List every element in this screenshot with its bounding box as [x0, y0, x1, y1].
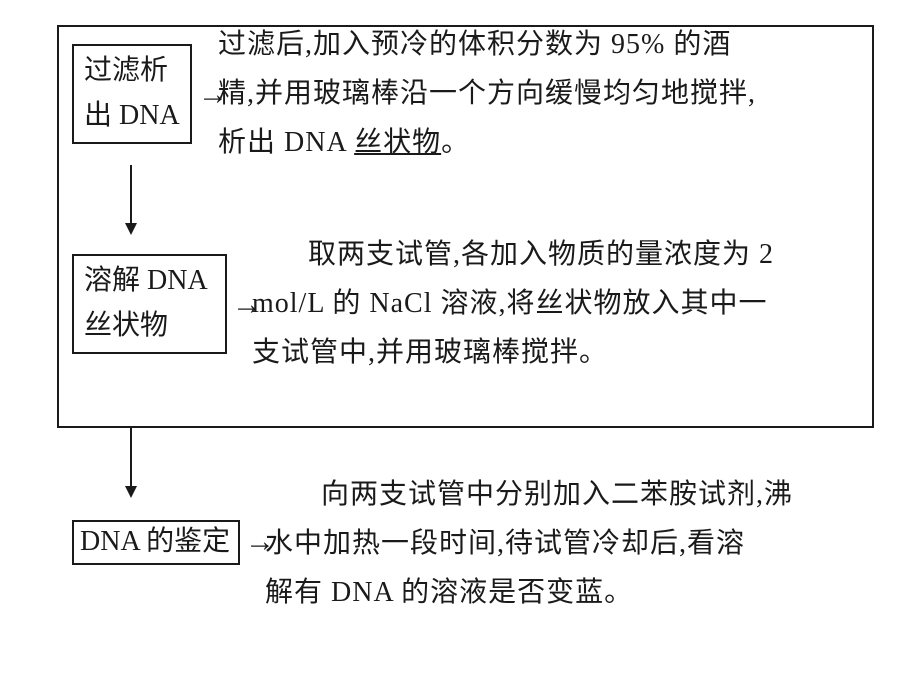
- step1-label-l2: 出 DNA: [84, 100, 180, 131]
- step3-box: DNA 的鉴定: [72, 520, 240, 565]
- step1-desc-l3-u: 丝状物: [354, 127, 441, 158]
- step1-desc-l2: 精,并用玻璃棒沿一个方向缓慢均匀地搅拌,: [218, 78, 756, 109]
- step2-desc-l2: mol/L 的 NaCl 溶液,将丝状物放入其中一: [252, 288, 768, 319]
- step2-desc-l3: 支试管中,并用玻璃棒搅拌。: [252, 337, 608, 368]
- step3-label: DNA 的鉴定: [80, 520, 230, 565]
- step2-label-l2: 丝状物: [84, 310, 168, 341]
- v-arrow-1-line: [130, 165, 132, 223]
- step2-desc-l1: 取两支试管,各加入物质的量浓度为 2: [308, 239, 774, 270]
- step1-desc-l3-pre: 析出 DNA: [218, 127, 354, 158]
- step3-desc-l3: 解有 DNA 的溶液是否变蓝。: [265, 577, 633, 608]
- v-arrow-2-head: [125, 486, 137, 498]
- step1-desc-l1: 过滤后,加入预冷的体积分数为 95% 的酒: [218, 29, 731, 60]
- step2-box: 溶解 DNA 丝状物: [72, 254, 227, 354]
- step1-box: 过滤析 出 DNA: [72, 44, 192, 144]
- step2-desc: 取两支试管,各加入物质的量浓度为 2 mol/L 的 NaCl 溶液,将丝状物放…: [252, 230, 872, 377]
- v-arrow-2-line: [130, 428, 132, 486]
- step3-desc-l1: 向两支试管中分别加入二苯胺试剂,沸: [321, 479, 793, 510]
- step3-desc-l2: 水中加热一段时间,待试管冷却后,看溶: [265, 528, 745, 559]
- step1-desc-l3-post: 。: [441, 127, 470, 158]
- step3-desc: 向两支试管中分别加入二苯胺试剂,沸 水中加热一段时间,待试管冷却后,看溶 解有 …: [265, 470, 865, 617]
- step1-desc: 过滤后,加入预冷的体积分数为 95% 的酒 精,并用玻璃棒沿一个方向缓慢均匀地搅…: [218, 20, 868, 167]
- v-arrow-1-head: [125, 223, 137, 235]
- step1-label-l1: 过滤析: [84, 55, 168, 86]
- step2-label-l1: 溶解 DNA: [84, 265, 208, 296]
